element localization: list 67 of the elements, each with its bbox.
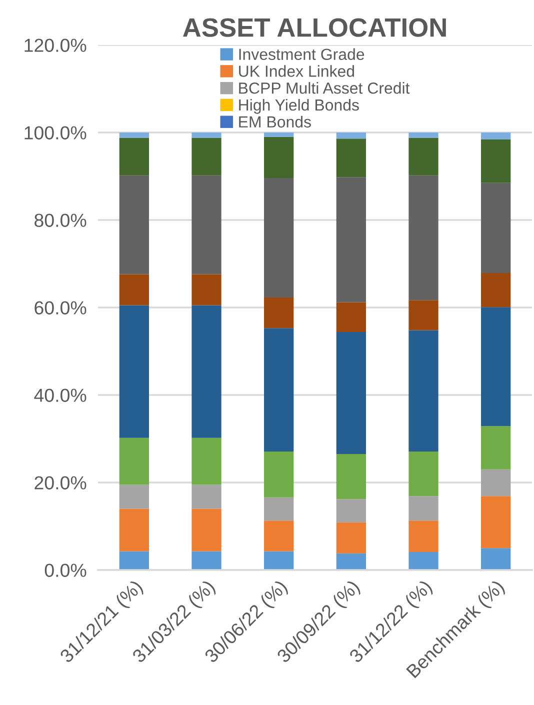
chart-title: ASSET ALLOCATION: [182, 18, 446, 37]
y-tick-label: 100.0%: [24, 126, 86, 140]
bar: [481, 132, 511, 140]
bar: [264, 497, 294, 521]
bar: [192, 175, 222, 274]
bar: [336, 177, 366, 302]
bar: [119, 132, 149, 138]
bar: [119, 484, 149, 509]
bar: [192, 274, 222, 306]
bar: [336, 332, 366, 454]
bar: [336, 553, 366, 570]
bar: [408, 496, 438, 521]
bar: [119, 138, 149, 176]
bar: [336, 132, 366, 139]
bar: [408, 330, 438, 452]
y-tick-label: 20.0%: [34, 476, 86, 490]
bar: [408, 132, 438, 138]
bar: [264, 328, 294, 452]
bar: [119, 274, 149, 306]
bar: [408, 520, 438, 552]
bar: [264, 297, 294, 328]
bar: [264, 132, 294, 137]
bar: [481, 182, 511, 273]
bar: [481, 469, 511, 496]
legend-label: EM Bonds: [239, 116, 311, 128]
bar: [481, 548, 511, 570]
bar: [481, 496, 511, 548]
bar: [408, 451, 438, 496]
y-tick-label: 120.0%: [24, 38, 86, 52]
y-tick-label: 80.0%: [34, 214, 86, 227]
bar: [336, 138, 366, 178]
bar: [264, 451, 294, 498]
bar: [192, 484, 222, 509]
bar: [264, 551, 294, 570]
bar: [192, 305, 222, 438]
bar: [192, 132, 222, 138]
bar: [408, 175, 438, 300]
bar: [119, 438, 149, 485]
bar: [408, 138, 438, 176]
legend-label: BCPP Multi Asset Credit: [239, 82, 410, 94]
bar: [481, 272, 511, 308]
bar: [119, 551, 149, 570]
legend-label: Investment Grade: [239, 48, 364, 60]
bar: [336, 302, 366, 332]
bar: [336, 499, 366, 522]
legend-label: UK Index Linked: [239, 65, 354, 77]
bar: [119, 305, 149, 438]
bar: [336, 454, 366, 500]
bar: [408, 552, 438, 570]
bar: [192, 438, 222, 485]
y-tick-label: 0.0%: [44, 564, 86, 577]
bar: [192, 551, 222, 570]
bar: [336, 522, 366, 554]
y-tick-label: 60.0%: [34, 301, 86, 314]
bar: [481, 140, 511, 183]
bar: [481, 426, 511, 470]
legend-label: High Yield Bonds: [239, 98, 359, 114]
bar: [264, 178, 294, 298]
y-tick-label: 40.0%: [34, 388, 86, 402]
bar: [481, 307, 511, 426]
bar: [264, 136, 294, 178]
bar: [192, 508, 222, 552]
bar: [192, 138, 222, 176]
bar: [408, 300, 438, 330]
bar: [119, 175, 149, 274]
bar: [264, 520, 294, 552]
bar: [119, 508, 149, 552]
